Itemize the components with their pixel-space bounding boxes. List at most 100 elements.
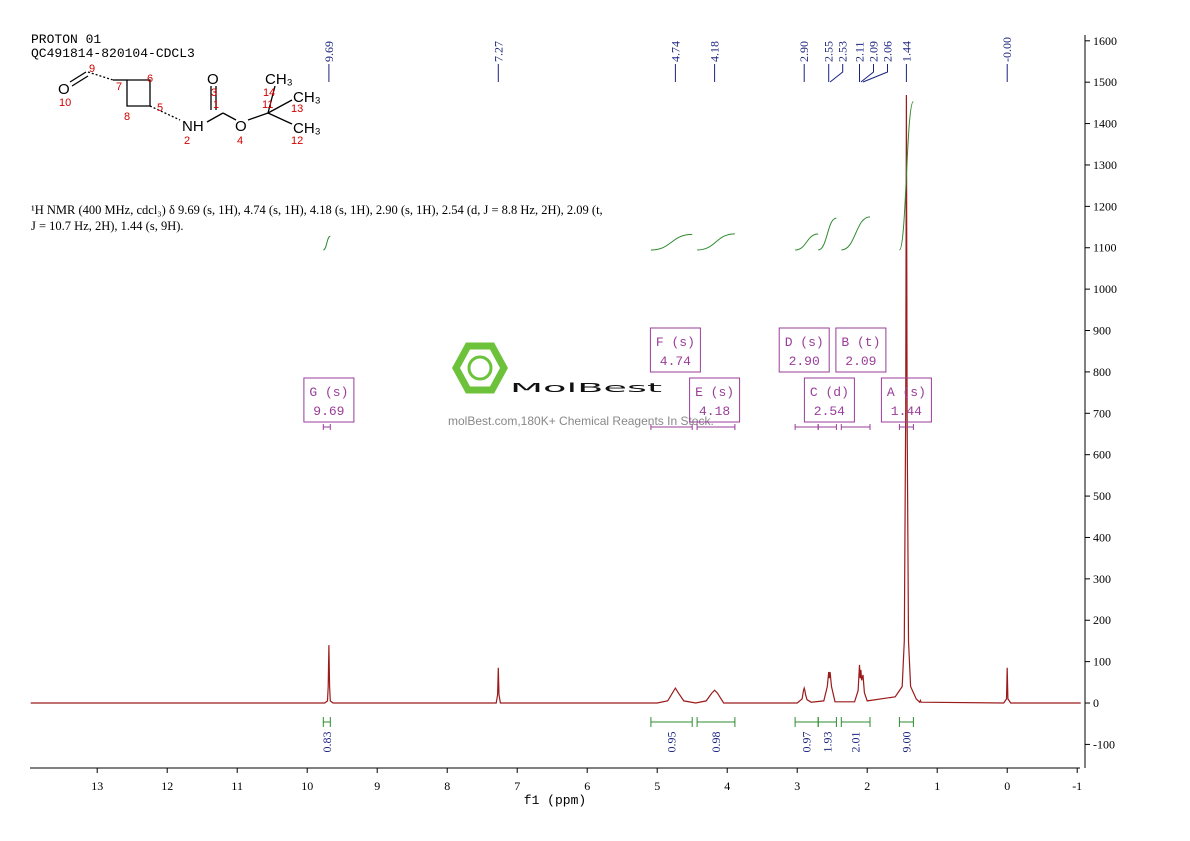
atom-label: O	[235, 118, 247, 135]
y-tick-label: 200	[1093, 613, 1111, 627]
x-tick-label: 5	[654, 779, 660, 793]
multiplet-box	[303, 377, 355, 423]
multiplet-box	[880, 377, 932, 423]
bond	[267, 99, 293, 114]
bond	[267, 112, 293, 125]
atom-number: 9	[89, 63, 95, 75]
multiplet-bracket	[696, 424, 736, 430]
bond	[247, 112, 269, 121]
y-tick-label: 500	[1093, 489, 1111, 503]
peak-label: 1.44	[899, 41, 913, 62]
multiplet-box	[649, 327, 701, 373]
atom-label: O	[58, 81, 70, 98]
y-tick-label: 0	[1093, 696, 1099, 710]
y-tick-label: 400	[1093, 530, 1111, 544]
header-line: PROTON 01	[31, 32, 101, 47]
peak-label-leader	[860, 64, 874, 83]
structure: O O NH O CH₃ CH₃ CH₃ 9 10 7 6 5 8 3 1 2 …	[58, 63, 321, 147]
peak-label-leader	[862, 64, 888, 83]
x-tick-label: 0	[1004, 779, 1010, 793]
y-tick-label: 300	[1093, 572, 1111, 586]
peak-label: 2.11	[853, 41, 867, 62]
integral-bracket	[794, 717, 819, 727]
logo	[467, 355, 493, 381]
integral-bracket	[817, 717, 837, 727]
multiplet-bracket	[794, 424, 819, 430]
multiplet-shift: 9.69	[313, 404, 344, 419]
watermark-tagline: molBest.com,180K+ Chemical Reagents In S…	[448, 414, 714, 428]
multiplet-box	[803, 377, 855, 423]
x-tick-label: 6	[584, 779, 590, 793]
atom-label: CH₃	[293, 89, 321, 106]
atom-number: 3	[211, 87, 217, 99]
bond	[222, 112, 237, 121]
multiplet-label: F (s)	[656, 335, 695, 350]
x-tick-label: 10	[301, 779, 313, 793]
atom-label: CH₃	[265, 71, 293, 88]
bond	[71, 75, 89, 87]
y-tick-label: 1100	[1093, 241, 1117, 255]
integral-label: 0.98	[709, 732, 723, 753]
x-tick-label: 11	[231, 779, 243, 793]
multiplet-bracket	[840, 424, 871, 430]
atom-number: 11	[262, 99, 273, 111]
integral-label: 0.97	[800, 732, 814, 753]
multiplet-label: B (t)	[841, 335, 880, 350]
multiplet-label: G (s)	[309, 385, 348, 400]
bond	[87, 71, 114, 81]
atom-number: 1	[213, 99, 219, 111]
y-tick-label: 1500	[1093, 75, 1117, 89]
multiplet-label: A (s)	[887, 385, 926, 400]
logo	[452, 342, 508, 394]
peak-label: 9.69	[322, 41, 336, 62]
atom-number: 7	[116, 81, 122, 93]
x-tick-label: 8	[444, 779, 450, 793]
integral-curve	[841, 216, 871, 251]
multiplet-label: E (s)	[695, 385, 734, 400]
watermark-brand: MolBest	[510, 381, 663, 395]
integral-curve	[650, 233, 693, 251]
watermark: MolBest molBest.com,180K+ Chemical Reage…	[448, 342, 714, 428]
atom-number: 4	[237, 135, 243, 147]
atom-number: 13	[291, 103, 303, 115]
atom-label: NH	[182, 118, 204, 135]
peak-label: 7.27	[491, 41, 505, 62]
y-tick-label: 900	[1093, 324, 1111, 338]
integral-curve	[697, 233, 735, 251]
bond	[149, 105, 181, 121]
integral-bracket	[898, 717, 914, 727]
integral-bracket	[696, 717, 736, 727]
multiplet-bracket	[817, 424, 837, 430]
multiplet-shift: 2.90	[789, 354, 820, 369]
header-line: QC491814-820104-CDCL3	[31, 46, 195, 61]
x-tick-label: 7	[514, 779, 520, 793]
y-tick-label: 600	[1093, 448, 1111, 462]
integral-label: 0.83	[320, 732, 334, 753]
y-tick-label: -100	[1093, 737, 1115, 751]
y-tick-label: 800	[1093, 365, 1111, 379]
x-tick-label: 9	[374, 779, 380, 793]
integral-bracket	[322, 717, 331, 727]
integral-curve	[898, 101, 914, 251]
multiplet-bracket	[322, 424, 331, 430]
y-tick-label: 1400	[1093, 117, 1117, 131]
peak-label: -0.00	[1000, 37, 1014, 62]
multiplet-shift: 2.09	[845, 354, 876, 369]
x-tick-label: 4	[724, 779, 730, 793]
multiplet-shift: 4.74	[660, 354, 691, 369]
multiplet-label: C (d)	[810, 385, 849, 400]
integral-curve	[795, 233, 819, 251]
x-tick-label: 3	[794, 779, 800, 793]
peak-label: 2.55	[822, 41, 836, 62]
y-tick-label: 1600	[1093, 34, 1117, 48]
description: ¹H NMR (400 MHz, cdcl₃) δ 9.69 (s, 1H), …	[31, 203, 603, 233]
bond	[267, 85, 276, 114]
multiplet-label: D (s)	[785, 335, 824, 350]
peak-label: 2.53	[836, 41, 850, 62]
multiplet-bracket	[650, 424, 693, 430]
bond	[206, 112, 224, 123]
atom-number: 5	[157, 102, 163, 114]
y-tick-label: 1000	[1093, 282, 1117, 296]
